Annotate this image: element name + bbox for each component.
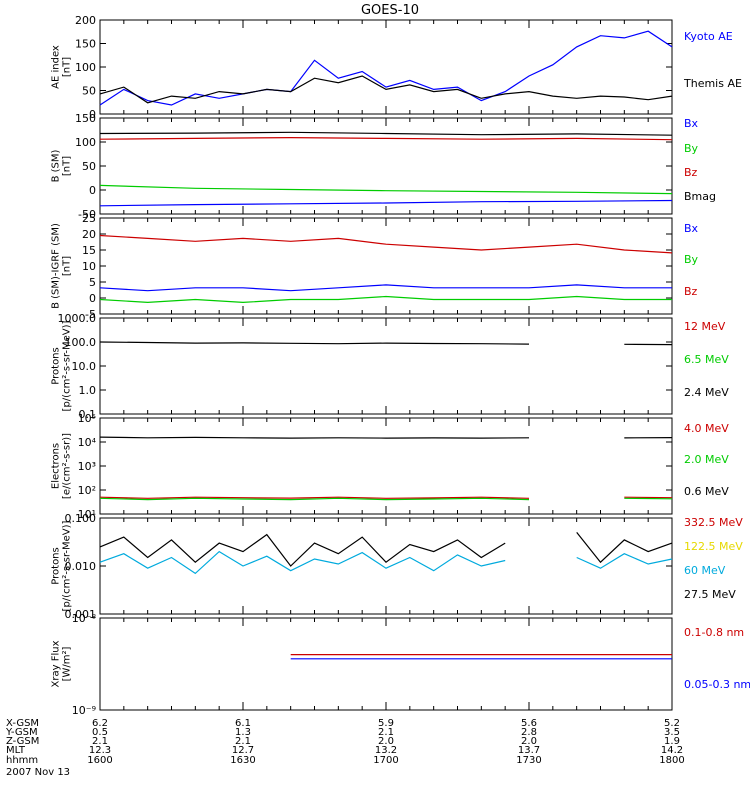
y-axis-label: B (SM)[nT]	[51, 149, 73, 182]
chart-title: GOES-10	[361, 3, 419, 18]
y-tick-label: 0	[89, 184, 96, 197]
ephemeris-date: 2007 Nov 13	[6, 767, 70, 778]
y-axis-label-line: AE index	[51, 45, 62, 89]
y-tick-label: 5	[89, 276, 96, 289]
ephemeris-value: 1800	[659, 755, 684, 766]
series-line-2-4-mev	[100, 342, 672, 345]
y-axis-label: Xray Flux[W/m²]	[51, 640, 73, 687]
y-axis-label: Protons[p/(cm²-s-sr-MeV)]	[51, 520, 73, 611]
y-axis-label-line: [e/(cm²-s-sr)]	[62, 433, 73, 499]
legend-entry: Kyoto AE	[684, 30, 733, 43]
series-line-bmag	[100, 132, 672, 135]
ephemeris-row-label: hhmm	[6, 755, 38, 766]
series-line-by	[100, 297, 672, 303]
y-tick-label: 10	[82, 260, 96, 273]
y-tick-label: 10⁻⁹	[72, 704, 96, 717]
y-axis-label-line: Xray Flux	[51, 640, 62, 687]
y-axis-label: Protons[p/(cm²-s-sr-MeV)]	[51, 320, 73, 411]
y-tick-label: 10⁻⁸	[72, 612, 97, 625]
ephemeris-value: 1630	[230, 755, 255, 766]
y-tick-label: 20	[82, 228, 96, 241]
panel-6: 0.0010.0100.100Protons[p/(cm²-s-sr-MeV)]…	[51, 512, 744, 621]
y-axis-label-line: Electrons	[51, 443, 62, 489]
legend-entry: Bx	[684, 117, 699, 130]
legend-entry: 122.5 MeV	[684, 540, 743, 553]
panel-7: 10⁻⁹ 10⁻⁸ Xray Flux[W/m²] 0.1-0.8 nm 0.05-0.…	[51, 612, 750, 717]
y-axis-label-line: B (SM)	[51, 149, 62, 182]
legend-entry: Bx	[684, 222, 699, 235]
legend-entry: 0.6 MeV	[684, 485, 729, 498]
legend-entry: 4.0 MeV	[684, 422, 729, 435]
panel-frame	[100, 518, 672, 614]
y-axis-label: B (SM)-IGRF (SM)[nT]	[51, 223, 73, 309]
legend-entry: By	[684, 253, 699, 266]
ephemeris-value: 1700	[373, 755, 398, 766]
ephemeris-value: 1730	[516, 755, 541, 766]
y-tick-label: 10⁵	[78, 412, 96, 425]
series-line-bz	[100, 236, 672, 253]
y-tick-label: 50	[82, 160, 96, 173]
legend-entry: Themis AE	[683, 77, 742, 90]
y-tick-label: 100	[75, 136, 96, 149]
legend-entry: 2.4 MeV	[684, 386, 729, 399]
series-line-bx	[100, 285, 672, 291]
y-axis-label-line: [p/(cm²-s-sr-MeV)]	[62, 320, 73, 411]
legend-entry: By	[684, 142, 699, 155]
y-axis-label: AE index[nT]	[51, 45, 73, 89]
series-line-kyoto-ae	[100, 31, 672, 105]
y-axis-label-line: B (SM)-IGRF (SM)	[51, 223, 62, 309]
legend-entry: 2.0 MeV	[684, 453, 729, 466]
legend-entry: 0.05-0.3 nm	[684, 678, 750, 691]
y-tick-label: 1.0	[79, 384, 97, 397]
y-tick-label: 100	[75, 61, 96, 74]
y-tick-label: 200	[75, 14, 96, 27]
legend-entry: 27.5 MeV	[684, 588, 736, 601]
panel-4: 0.11.010.0100.01000.0Protons[p/(cm²-s-sr…	[51, 312, 730, 421]
panel-frame	[100, 118, 672, 214]
y-tick-label: 10²	[78, 484, 96, 497]
y-tick-label: 10³	[78, 460, 96, 473]
y-tick-label: 50	[82, 85, 96, 98]
y-tick-label: 0	[89, 292, 96, 305]
y-tick-label: 15	[82, 244, 96, 257]
y-tick-label: 150	[75, 38, 96, 51]
y-axis-label-line: [nT]	[62, 256, 73, 276]
panel-5: 10¹10²10³10⁴10⁵Electrons[e/(cm²-s-sr)]4.…	[51, 412, 730, 521]
y-tick-label: 10.0	[72, 360, 97, 373]
panel-frame	[100, 20, 672, 114]
series-line-27-5-mev	[100, 532, 672, 566]
y-tick-label: 10⁴	[78, 436, 97, 449]
y-tick-label: 150	[75, 112, 96, 125]
series-line-0-6-mev	[100, 437, 672, 438]
legend-entry: 332.5 MeV	[684, 516, 743, 529]
y-axis-label-line: [W/m²]	[62, 646, 73, 681]
y-axis-label-line: [nT]	[62, 156, 73, 176]
ephemeris-value: 1600	[87, 755, 112, 766]
y-axis-label-line: Protons	[51, 547, 62, 584]
series-line-by	[100, 185, 672, 193]
y-axis-label: Electrons[e/(cm²-s-sr)]	[51, 433, 73, 499]
panel-frame	[100, 618, 672, 710]
series-line-bz	[100, 138, 672, 140]
legend-entry: 6.5 MeV	[684, 353, 729, 366]
legend-entry: Bz	[684, 166, 698, 179]
legend-entry: Bmag	[684, 190, 716, 203]
y-axis-label-line: [p/(cm²-s-sr-MeV)]	[62, 520, 73, 611]
panel-frame	[100, 318, 672, 414]
y-axis-label-line: Protons	[51, 347, 62, 384]
series-line-bx	[100, 201, 672, 206]
legend-entry: Bz	[684, 285, 698, 298]
legend-entry: 12 MeV	[684, 320, 726, 333]
y-tick-label: 25	[82, 212, 96, 225]
legend-entry: 0.1-0.8 nm	[684, 626, 744, 639]
legend-entry: 60 MeV	[684, 564, 726, 577]
y-axis-label-line: [nT]	[62, 57, 73, 77]
